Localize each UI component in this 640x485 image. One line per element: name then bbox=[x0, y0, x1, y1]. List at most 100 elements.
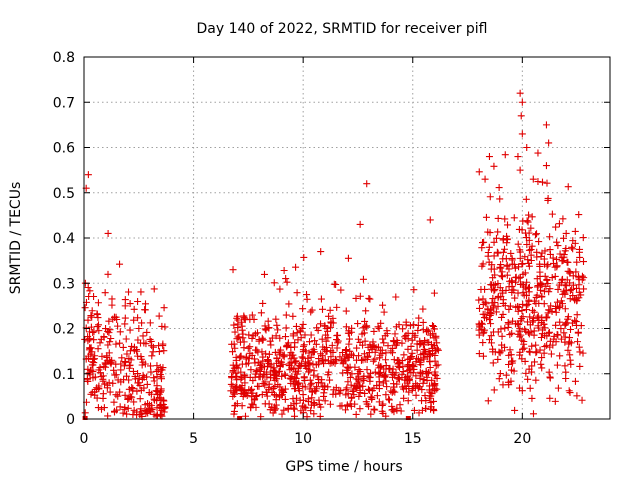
data-point-marker bbox=[126, 300, 134, 308]
data-point-marker bbox=[237, 368, 245, 376]
data-point-marker bbox=[133, 347, 141, 355]
data-point-marker bbox=[366, 377, 374, 385]
data-point-marker bbox=[103, 357, 111, 365]
data-point-marker bbox=[516, 273, 524, 281]
data-point-marker bbox=[364, 353, 372, 361]
data-point-marker bbox=[333, 303, 341, 311]
data-point-marker bbox=[420, 345, 428, 353]
data-point-marker bbox=[245, 386, 253, 394]
data-point-marker bbox=[321, 397, 329, 405]
data-point-marker bbox=[405, 374, 413, 382]
data-point-marker bbox=[511, 294, 519, 302]
data-point-marker bbox=[386, 364, 394, 372]
data-point-marker bbox=[105, 349, 113, 357]
data-point-marker bbox=[284, 405, 292, 413]
data-point-marker bbox=[361, 317, 369, 325]
data-point-marker bbox=[84, 365, 92, 373]
data-point-marker bbox=[130, 316, 138, 324]
data-point-marker bbox=[117, 366, 125, 374]
data-point-marker bbox=[427, 405, 435, 413]
data-point-marker bbox=[367, 343, 375, 351]
data-point-marker bbox=[342, 347, 350, 355]
data-point-marker bbox=[510, 214, 518, 222]
data-point-marker bbox=[234, 324, 242, 332]
data-point-marker bbox=[423, 326, 431, 334]
data-point-marker bbox=[562, 368, 570, 376]
data-point-marker bbox=[361, 389, 369, 397]
data-point-marker bbox=[276, 285, 284, 293]
data-point-marker bbox=[410, 286, 418, 294]
data-point-marker bbox=[371, 406, 379, 414]
data-point-marker bbox=[534, 178, 542, 186]
data-point-marker bbox=[525, 246, 533, 254]
data-point-marker bbox=[415, 314, 423, 322]
data-point-marker bbox=[238, 322, 246, 330]
data-point-marker bbox=[572, 268, 580, 276]
data-point-marker bbox=[104, 412, 112, 420]
data-point-marker bbox=[538, 281, 546, 289]
data-point-marker bbox=[554, 285, 562, 293]
data-point-marker bbox=[130, 398, 138, 406]
data-point-marker bbox=[499, 310, 507, 318]
data-point-marker bbox=[253, 366, 261, 374]
data-point-marker bbox=[569, 292, 577, 300]
data-point-marker bbox=[511, 264, 519, 272]
data-point-marker bbox=[542, 282, 550, 290]
data-point-marker bbox=[505, 360, 513, 368]
data-point-marker bbox=[363, 180, 371, 188]
data-point-marker bbox=[232, 373, 240, 381]
data-point-marker bbox=[430, 325, 438, 333]
data-point-marker bbox=[324, 371, 332, 379]
data-point-marker bbox=[375, 324, 383, 332]
data-point-marker bbox=[546, 373, 554, 381]
data-point-marker bbox=[563, 276, 571, 284]
data-point-marker bbox=[296, 396, 304, 404]
data-point-marker bbox=[562, 282, 570, 290]
data-point-marker bbox=[548, 274, 556, 282]
data-point-marker bbox=[405, 388, 413, 396]
data-point-marker bbox=[85, 292, 93, 300]
data-point-marker bbox=[248, 311, 256, 319]
data-point-marker bbox=[508, 256, 516, 264]
data-point-marker bbox=[88, 348, 96, 356]
data-point-marker bbox=[522, 302, 530, 310]
data-point-marker bbox=[486, 193, 494, 201]
data-point-marker bbox=[359, 275, 367, 283]
data-point-marker bbox=[574, 329, 582, 337]
data-point-marker bbox=[160, 347, 168, 355]
data-point-marker bbox=[559, 215, 567, 223]
data-point-marker bbox=[548, 210, 556, 218]
data-point-marker bbox=[313, 324, 321, 332]
data-point-marker bbox=[536, 262, 544, 270]
data-point-marker bbox=[479, 339, 487, 347]
data-point-marker bbox=[342, 323, 350, 331]
data-point-marker bbox=[543, 276, 551, 284]
data-point-marker bbox=[370, 327, 378, 335]
data-point-marker bbox=[388, 406, 396, 414]
data-point-marker bbox=[433, 374, 441, 382]
data-point-marker bbox=[553, 298, 561, 306]
data-point-marker bbox=[129, 367, 137, 375]
data-point-marker bbox=[495, 375, 503, 383]
data-point-marker bbox=[121, 391, 129, 399]
data-point-marker bbox=[539, 326, 547, 334]
data-point-marker bbox=[307, 353, 315, 361]
data-point-marker bbox=[521, 357, 529, 365]
data-point-marker bbox=[383, 330, 391, 338]
data-point-marker bbox=[515, 303, 523, 311]
data-point-marker bbox=[495, 184, 503, 192]
data-point-marker bbox=[412, 358, 420, 366]
data-point-marker bbox=[421, 337, 429, 345]
data-point-marker bbox=[318, 357, 326, 365]
data-point-marker bbox=[503, 262, 511, 270]
data-point-marker bbox=[267, 374, 275, 382]
data-point-marker bbox=[501, 245, 509, 253]
data-point-marker bbox=[117, 360, 125, 368]
data-point-marker bbox=[514, 302, 522, 310]
data-point-marker bbox=[109, 379, 117, 387]
y-tick-label: 0.7 bbox=[53, 95, 75, 111]
data-point-marker bbox=[336, 389, 344, 397]
data-point-marker bbox=[530, 331, 538, 339]
data-point-marker bbox=[314, 373, 322, 381]
data-point-marker bbox=[155, 348, 163, 356]
